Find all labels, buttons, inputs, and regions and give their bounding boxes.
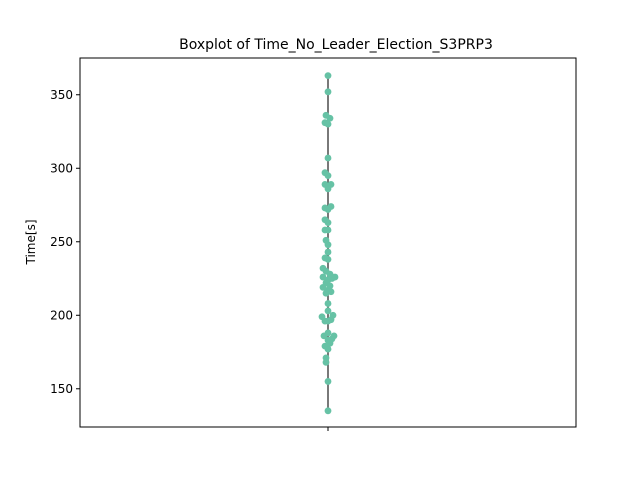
- data-point: [321, 226, 329, 234]
- plot-layer: [318, 72, 339, 415]
- data-point: [321, 204, 329, 212]
- data-point: [321, 254, 329, 262]
- data-point: [321, 216, 329, 224]
- data-point: [324, 248, 332, 256]
- y-tick-label: 250: [50, 235, 73, 249]
- data-point: [321, 169, 329, 177]
- data-point: [327, 203, 335, 210]
- y-tick-label: 350: [50, 88, 73, 102]
- data-point: [319, 273, 327, 281]
- data-point: [322, 354, 330, 362]
- y-tick-label: 150: [50, 382, 73, 396]
- data-point: [324, 72, 332, 80]
- data-point: [331, 273, 339, 281]
- chart-title: Boxplot of Time_No_Leader_Election_S3PRP…: [179, 37, 493, 53]
- data-point: [324, 378, 332, 385]
- data-point: [324, 154, 332, 162]
- data-point: [330, 332, 338, 340]
- axes-frame: [79, 57, 577, 428]
- data-point: [321, 342, 329, 350]
- data-point: [322, 111, 330, 119]
- data-point: [324, 307, 332, 315]
- y-axis-ticks: 150 200 250 300 350: [50, 88, 80, 396]
- data-point: [322, 236, 330, 244]
- y-tick-label: 300: [50, 161, 73, 175]
- data-point: [327, 181, 335, 188]
- data-point: [324, 407, 332, 415]
- data-point: [324, 300, 332, 307]
- y-tick-label: 200: [50, 308, 73, 322]
- data-point: [329, 311, 337, 319]
- data-point: [324, 329, 332, 337]
- data-point: [321, 181, 329, 188]
- data-point: [318, 313, 326, 321]
- y-axis-label: Time[s]: [24, 220, 38, 266]
- data-point: [319, 264, 327, 272]
- data-point: [324, 88, 332, 96]
- data-point: [321, 119, 329, 127]
